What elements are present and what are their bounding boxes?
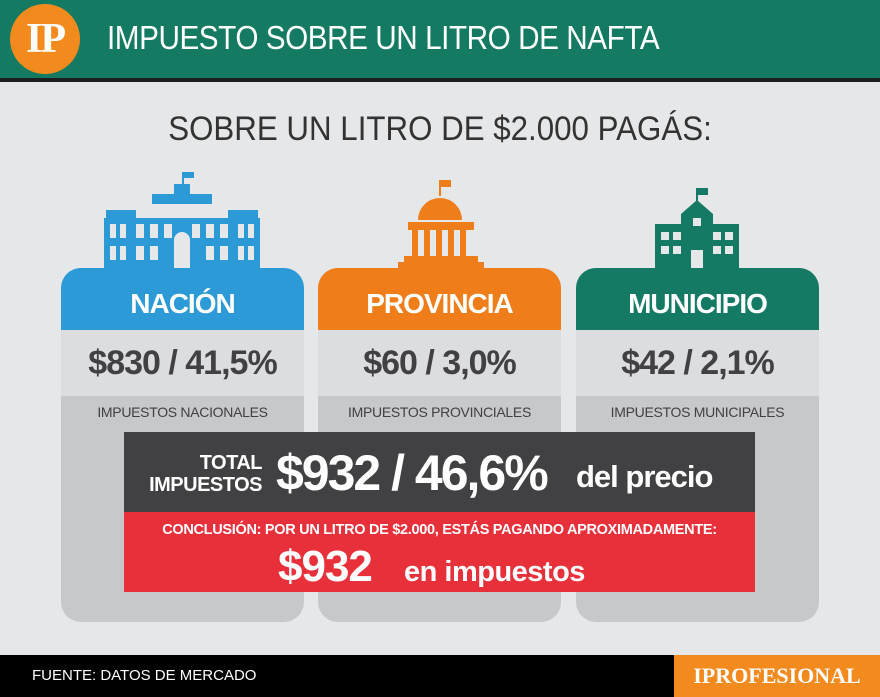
page-title: IMPUESTO SOBRE UN LITRO DE NAFTA (107, 19, 660, 56)
municipal-building-icon (655, 188, 739, 268)
conclusion-amount: $932 (278, 542, 373, 591)
total-value: $932 / 46,6% (276, 445, 549, 501)
total-box: TOTAL IMPUESTOS $932 / 46,6% del precio (124, 432, 755, 512)
provincial-building-icon (398, 180, 484, 268)
card-value: $830 / 41,5% (61, 330, 304, 396)
conclusion-suffix: en impuestos (404, 556, 585, 588)
card-title: NACIÓN (61, 268, 304, 330)
header-bar (0, 0, 880, 78)
card-label: IMPUESTOS PROVINCIALES (348, 404, 531, 420)
card-label: IMPUESTOS NACIONALES (97, 404, 268, 420)
total-label: TOTAL IMPUESTOS (142, 452, 262, 496)
card-nacion: NACIÓN $830 / 41,5% IMPUESTOS NACIONALES (61, 268, 304, 622)
brand-logo: IPROFESIONAL (693, 663, 861, 688)
ip-logo: IP (10, 4, 80, 74)
source-text: FUENTE: DATOS DE MERCADO (32, 667, 257, 684)
subtitle: SOBRE UN LITRO DE $2.000 PAGÁS: (168, 110, 712, 148)
card-value: $60 / 3,0% (318, 330, 561, 396)
footer: FUENTE: DATOS DE MERCADO IPROFESIONAL (0, 655, 880, 697)
total-label-line1: TOTAL (199, 452, 263, 474)
card-title: MUNICIPIO (576, 268, 819, 330)
national-building-icon (104, 172, 260, 268)
total-suffix: del precio (576, 459, 713, 494)
card-label: IMPUESTOS MUNICIPALES (610, 404, 785, 420)
header: IP IMPUESTO SOBRE UN LITRO DE NAFTA (0, 0, 880, 82)
conclusion-box: CONCLUSIÓN: POR UN LITRO DE $2.000, ESTÁ… (124, 512, 755, 592)
brand-box: IPROFESIONAL (674, 655, 880, 697)
total-label-line2: IMPUESTOS (149, 474, 262, 496)
card-value: $42 / 2,1% (576, 330, 819, 396)
conclusion-text: CONCLUSIÓN: POR UN LITRO DE $2.000, ESTÁ… (162, 522, 717, 538)
card-title: PROVINCIA (318, 268, 561, 330)
